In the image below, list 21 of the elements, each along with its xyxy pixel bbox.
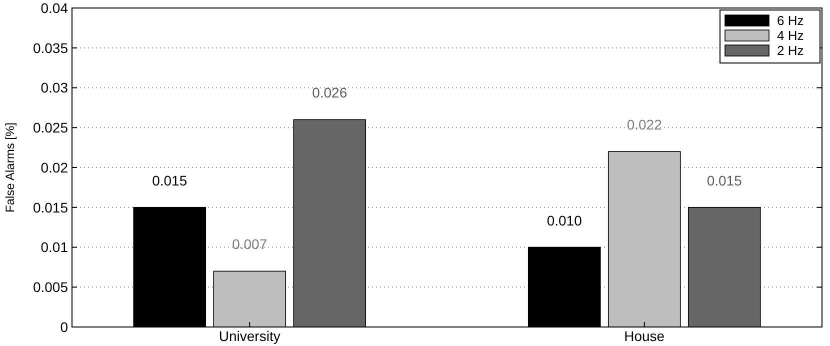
y-tick-label: 0.025: [32, 120, 68, 136]
y-tick-label: 0.005: [32, 279, 68, 296]
data-label: 0.007: [232, 236, 268, 252]
y-axis-title: False Alarms [%]: [3, 122, 17, 213]
data-label: 0.015: [706, 172, 742, 188]
y-tick-label: 0.03: [40, 80, 68, 96]
data-label: 0.010: [546, 212, 582, 228]
y-tick-label: 0.035: [32, 40, 68, 56]
y-tick-label: 0: [60, 318, 68, 335]
legend-label: 2 Hz: [777, 43, 804, 58]
data-label: 0.026: [312, 84, 348, 101]
x-tick-label: University: [218, 328, 280, 344]
data-label: 0.022: [626, 116, 662, 133]
data-label: 0.015: [152, 172, 188, 188]
y-tick-label: 0.015: [32, 199, 68, 216]
y-tick-label: 0.04: [40, 0, 68, 16]
legend-label: 6 Hz: [777, 13, 804, 28]
y-tick-label: 0.02: [40, 159, 68, 176]
y-tick-label: 0.01: [40, 239, 68, 256]
legend-label: 4 Hz: [777, 28, 804, 43]
x-tick-label: House: [624, 328, 665, 344]
